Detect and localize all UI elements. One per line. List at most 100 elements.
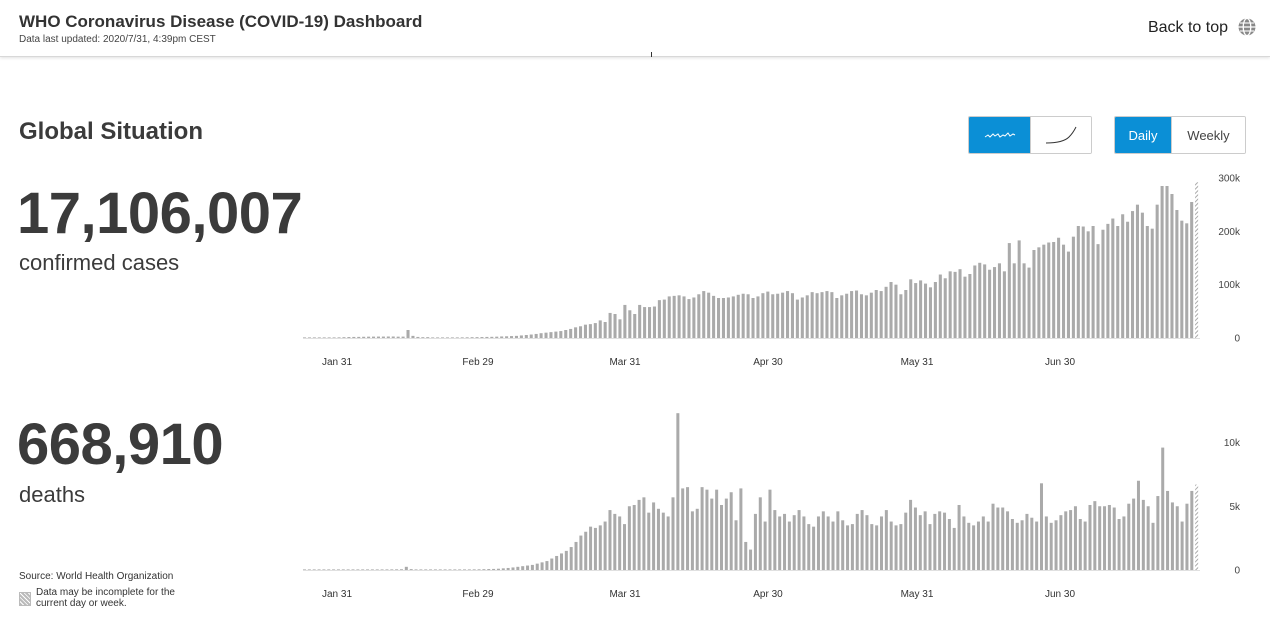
deaths-bar[interactable] — [821, 511, 825, 570]
confirmed-bar[interactable] — [904, 290, 908, 338]
confirmed-bar[interactable] — [707, 292, 711, 338]
deaths-bar[interactable] — [933, 513, 937, 570]
deaths-bar[interactable] — [564, 550, 568, 571]
confirmed-bar[interactable] — [465, 337, 469, 338]
deaths-bar[interactable] — [656, 508, 660, 570]
deaths-bar[interactable] — [637, 499, 641, 571]
deaths-bar[interactable] — [831, 521, 835, 570]
deaths-bar[interactable] — [715, 489, 719, 570]
confirmed-bar[interactable] — [1190, 202, 1194, 338]
deaths-bar[interactable] — [535, 563, 539, 571]
deaths-bar[interactable] — [729, 492, 733, 570]
confirmed-bar[interactable] — [623, 304, 627, 338]
confirmed-bar[interactable] — [855, 290, 859, 338]
deaths-bar[interactable] — [1020, 520, 1024, 570]
confirmed-bar[interactable] — [1071, 236, 1075, 338]
deaths-bar[interactable] — [1136, 480, 1140, 570]
deaths-bar[interactable] — [976, 521, 980, 570]
deaths-bar[interactable] — [1049, 522, 1053, 570]
deaths-bar[interactable] — [351, 569, 355, 570]
deaths-bar[interactable] — [865, 515, 869, 570]
confirmed-bar[interactable] — [460, 337, 464, 338]
deaths-bar[interactable] — [404, 566, 408, 570]
confirmed-bar[interactable] — [978, 262, 982, 338]
deaths-bar[interactable] — [991, 503, 995, 570]
deaths-bar[interactable] — [618, 516, 622, 570]
confirmed-bar[interactable] — [726, 297, 730, 338]
confirmed-bar[interactable] — [332, 337, 336, 338]
deaths-bar[interactable] — [336, 569, 340, 570]
confirmed-bar[interactable] — [1135, 204, 1139, 338]
confirmed-bar[interactable] — [712, 295, 716, 338]
confirmed-bar[interactable] — [475, 337, 479, 338]
deaths-bar[interactable] — [472, 569, 476, 570]
deaths-bar[interactable] — [1030, 517, 1034, 570]
deaths-bar[interactable] — [884, 510, 888, 570]
deaths-bar[interactable] — [1127, 503, 1131, 570]
deaths-bar[interactable] — [312, 569, 316, 570]
cumulative-scale-button[interactable] — [1030, 117, 1091, 153]
deaths-bar[interactable] — [792, 515, 796, 570]
confirmed-bar[interactable] — [687, 299, 691, 338]
deaths-bar[interactable] — [429, 569, 433, 570]
deaths-bar[interactable] — [812, 526, 816, 570]
deaths-bar[interactable] — [967, 522, 971, 570]
confirmed-bar[interactable] — [386, 336, 390, 338]
confirmed-bar[interactable] — [1086, 231, 1090, 338]
confirmed-bar[interactable] — [505, 336, 509, 338]
deaths-bar[interactable] — [734, 520, 738, 570]
deaths-bar[interactable] — [1156, 496, 1160, 570]
confirmed-bar[interactable] — [1145, 226, 1149, 338]
deaths-bar[interactable] — [1146, 506, 1150, 570]
deaths-bar[interactable] — [719, 504, 723, 570]
confirmed-bar[interactable] — [672, 295, 676, 338]
deaths-bar[interactable] — [574, 541, 578, 570]
confirmed-bar[interactable] — [1052, 242, 1056, 338]
confirmed-bar[interactable] — [529, 334, 533, 338]
deaths-bar[interactable] — [899, 524, 903, 570]
confirmed-bar[interactable] — [662, 299, 666, 338]
deaths-bar[interactable] — [666, 516, 670, 570]
deaths-bar[interactable] — [399, 569, 403, 570]
deaths-bar[interactable] — [598, 525, 602, 571]
confirmed-bar[interactable] — [643, 307, 647, 338]
confirmed-bar[interactable] — [441, 337, 445, 338]
confirmed-bar[interactable] — [835, 298, 839, 338]
deaths-bar[interactable] — [521, 566, 525, 570]
confirmed-bar[interactable] — [731, 296, 735, 338]
deaths-bar[interactable] — [1025, 513, 1029, 570]
deaths-bar[interactable] — [1088, 504, 1092, 570]
confirmed-bar[interactable] — [652, 306, 656, 338]
confirmed-bar[interactable] — [1185, 223, 1189, 338]
confirmed-bar[interactable] — [312, 337, 316, 338]
deaths-bar[interactable] — [1190, 490, 1194, 570]
deaths-bar[interactable] — [797, 510, 801, 570]
confirmed-bar[interactable] — [1042, 244, 1046, 338]
confirmed-bar[interactable] — [721, 298, 725, 338]
deaths-bar[interactable] — [414, 569, 418, 570]
confirmed-bar[interactable] — [480, 337, 484, 338]
deaths-bar[interactable] — [710, 498, 714, 570]
deaths-bar[interactable] — [753, 513, 757, 570]
confirmed-bar[interactable] — [347, 337, 351, 338]
confirmed-bar[interactable] — [800, 297, 804, 338]
confirmed-bar[interactable] — [1007, 243, 1011, 338]
deaths-bar[interactable] — [448, 569, 452, 570]
deaths-bar[interactable] — [375, 569, 379, 570]
deaths-bar[interactable] — [303, 569, 307, 570]
confirmed-bar[interactable] — [1066, 251, 1070, 338]
deaths-bar[interactable] — [652, 502, 656, 570]
deaths-bar[interactable] — [826, 516, 830, 570]
deaths-bar[interactable] — [1083, 521, 1087, 570]
deaths-bar[interactable] — [957, 504, 961, 570]
confirmed-bar[interactable] — [539, 333, 543, 338]
confirmed-bar[interactable] — [406, 330, 410, 338]
confirmed-bar[interactable] — [598, 320, 602, 338]
deaths-bar[interactable] — [816, 516, 820, 570]
deaths-bar[interactable] — [559, 553, 563, 570]
confirmed-bar[interactable] — [436, 337, 440, 338]
confirmed-bar[interactable] — [682, 296, 686, 338]
confirmed-bar[interactable] — [322, 337, 326, 338]
deaths-bar[interactable] — [613, 513, 617, 570]
confirmed-bar[interactable] — [973, 265, 977, 338]
